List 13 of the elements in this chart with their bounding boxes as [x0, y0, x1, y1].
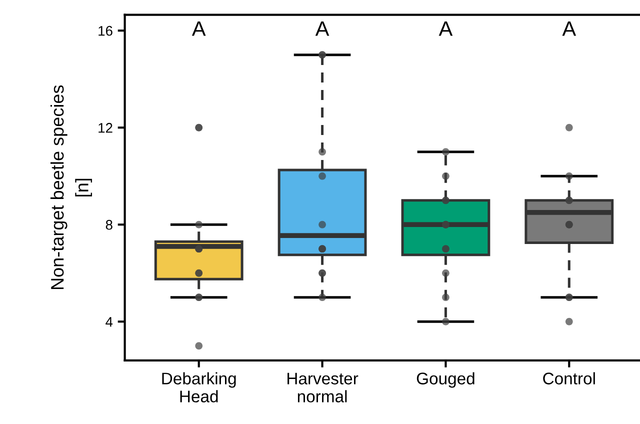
annotation: A: [315, 21, 330, 36]
x-tick-label: Control: [543, 372, 595, 384]
x-tick-label: Debarking Head: [162, 372, 236, 402]
annotation: A: [192, 21, 206, 36]
annotation: A: [562, 21, 576, 36]
y-tick-label: 12: [98, 122, 112, 133]
x-tick-label: Harvester normal: [288, 372, 358, 402]
y-tick-label: 16: [98, 26, 112, 36]
x-tick-label: Gouged: [416, 372, 474, 388]
annotation: A: [438, 21, 453, 36]
y-axis-title: Non-target beetle species [n]: [50, 85, 92, 290]
y-tick-label: 8: [106, 220, 112, 230]
y-tick-label: 4: [106, 317, 113, 327]
